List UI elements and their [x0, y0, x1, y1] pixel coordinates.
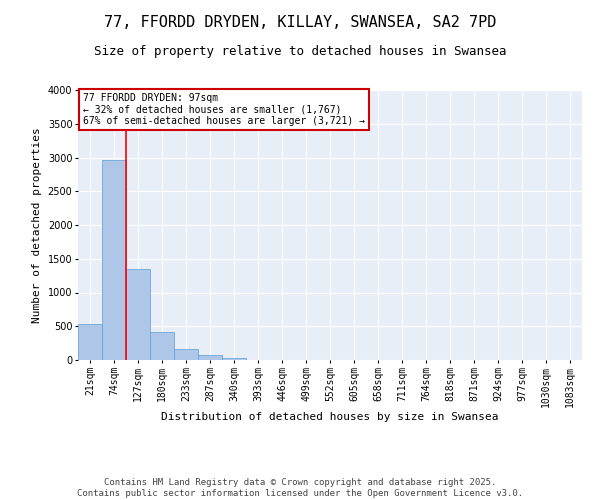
Bar [126, 269, 150, 360]
Text: Contains HM Land Registry data © Crown copyright and database right 2025.
Contai: Contains HM Land Registry data © Crown c… [77, 478, 523, 498]
X-axis label: Distribution of detached houses by size in Swansea: Distribution of detached houses by size … [161, 412, 499, 422]
Bar [174, 349, 198, 360]
Y-axis label: Number of detached properties: Number of detached properties [32, 127, 42, 323]
Bar [150, 332, 174, 360]
Text: 77 FFORDD DRYDEN: 97sqm
← 32% of detached houses are smaller (1,767)
67% of semi: 77 FFORDD DRYDEN: 97sqm ← 32% of detache… [83, 92, 365, 126]
Text: Size of property relative to detached houses in Swansea: Size of property relative to detached ho… [94, 45, 506, 58]
Bar [78, 324, 102, 360]
Text: 77, FFORDD DRYDEN, KILLAY, SWANSEA, SA2 7PD: 77, FFORDD DRYDEN, KILLAY, SWANSEA, SA2 … [104, 15, 496, 30]
Bar [102, 160, 126, 360]
Bar [198, 354, 222, 360]
Bar [222, 358, 246, 360]
